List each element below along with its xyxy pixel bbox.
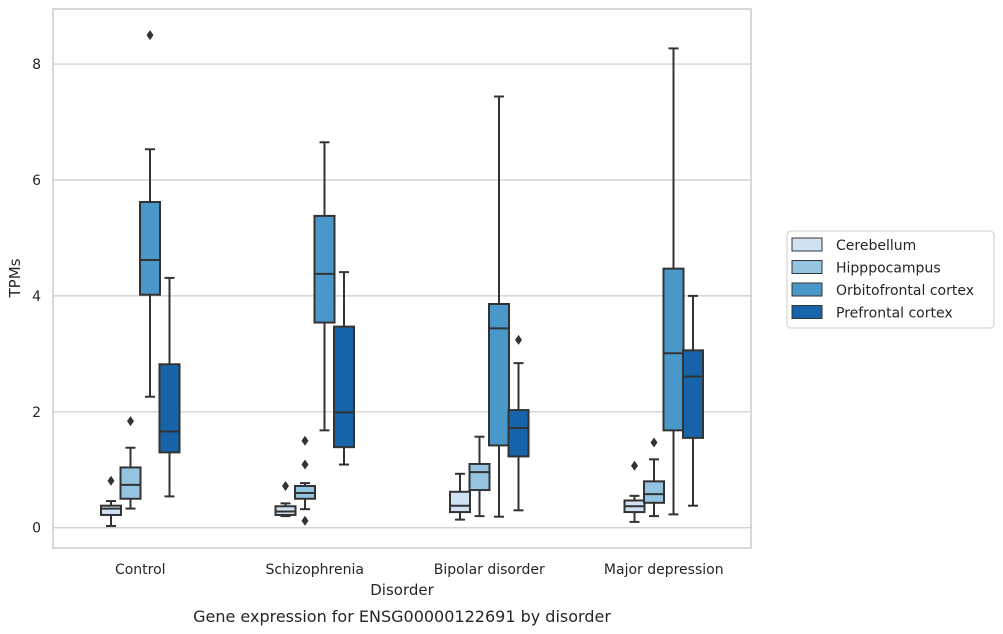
box-hipppocampus [468,435,491,518]
x-tick-label: Bipolar disorder [434,562,545,578]
grid-lines [53,63,751,529]
legend-swatch [791,260,823,274]
outlier-point [515,334,522,345]
y-tick-label: 8 [32,57,41,73]
legend-label: Prefrontal cortex [836,306,953,322]
legend-frame [786,230,995,329]
iqr-box [662,267,685,432]
plot-frame [52,8,752,549]
legend-swatch [791,282,823,297]
legend-swatch [791,237,823,252]
legend-swatch [791,305,823,319]
y-tick-label: 0 [32,521,41,537]
x-tick-label: Schizophrenia [266,562,364,578]
tick-labels: 0 2 4 6 8 Control Schizophrenia Bipolar disorde… [32,57,724,578]
figure-caption: Gene expression for ENSG00000122691 by d… [193,607,611,626]
iqr-box [488,303,510,447]
legend-label: Hipppocampus [836,261,941,277]
y-axis-title: TPMs [6,258,24,298]
box-cerebellum [274,480,297,518]
iqr-box [468,462,491,492]
box-hipppocampus [643,437,665,518]
box-prefrontal-cortex [682,294,704,507]
x-tick-label: Control [115,562,166,578]
outlier-point [146,30,154,41]
box-orbitofrontal-cortex [662,47,685,516]
box-hipppocampus [119,416,142,510]
iqr-box [449,490,471,514]
box-cerebellum [623,460,646,523]
x-tick-label: Major depression [604,562,724,578]
outlier-point [301,435,309,446]
outlier-point [107,475,115,486]
iqr-box [119,466,142,500]
iqr-box [507,409,530,458]
iqr-box [158,363,181,454]
legend: Cerebellum Hipppocampus Orbitofrontal cort… [786,230,995,329]
box-hipppocampus [294,435,316,526]
box-prefrontal-cortex [158,276,181,498]
box-prefrontal-cortex [333,271,355,466]
box-prefrontal-cortex [507,334,530,512]
y-tick-label: 2 [32,405,41,421]
box-orbitofrontal-cortex [313,141,336,432]
box-orbitofrontal-cortex [488,95,510,518]
x-axis-title: Disorder [370,581,434,599]
iqr-box [643,480,665,504]
box-cerebellum [449,472,471,521]
outlier-point [282,480,289,491]
iqr-box [139,200,161,296]
iqr-box [333,325,355,449]
iqr-box [682,349,704,439]
legend-label: Orbitofrontal cortex [836,283,974,299]
outlier-point [631,460,638,471]
outlier-point [301,459,309,470]
box-cerebellum [100,475,122,527]
outlier-point [650,437,658,448]
iqr-box [313,214,336,324]
box-orbitofrontal-cortex [139,30,161,398]
y-tick-label: 4 [32,289,41,305]
iqr-box [100,504,122,516]
legend-label: Cerebellum [836,238,916,254]
outlier-point [301,515,309,526]
box-plots [100,30,704,527]
outlier-point [127,416,134,427]
y-tick-label: 6 [32,173,41,189]
